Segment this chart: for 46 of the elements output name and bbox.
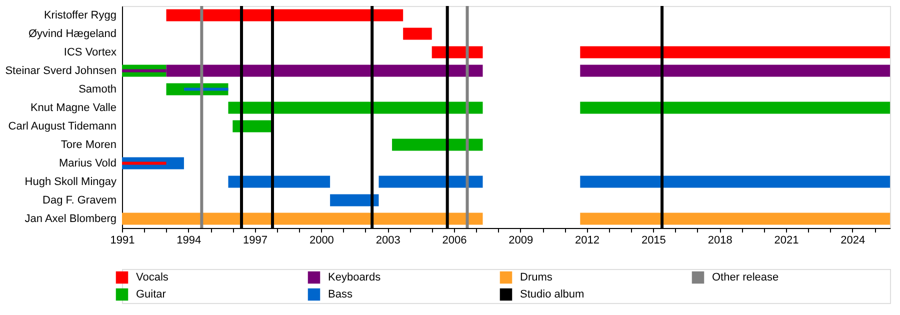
x-tick-label: 2021 [774, 234, 799, 246]
y-tick-label: Kristoffer Rygg [44, 9, 116, 22]
y-tick-label: Øyvind Hægeland [28, 28, 116, 40]
x-tick-label: 2012 [575, 234, 600, 246]
bar [166, 9, 404, 22]
bar [403, 28, 432, 40]
x-tick-label: 2009 [508, 234, 534, 246]
bar [228, 102, 483, 114]
bar [228, 176, 330, 188]
x-tick-label: 1991 [110, 234, 135, 246]
bar [378, 176, 483, 188]
x-tick-label: 2024 [840, 234, 866, 246]
x-tick-label: 2000 [309, 234, 334, 246]
y-tick-label: Tore Moren [60, 138, 116, 151]
bar [580, 64, 890, 77]
legend-label: Drums [520, 272, 553, 284]
x-tick-label: 2018 [708, 234, 732, 246]
legend-label: Guitar [136, 288, 166, 300]
y-tick-label: Knut Magne Valle [30, 102, 116, 114]
bar [580, 46, 890, 58]
bar [580, 176, 890, 188]
legend-label: Other release [712, 272, 779, 284]
x-tick-label: 1997 [243, 234, 268, 246]
x-tick-label: 1994 [176, 234, 202, 246]
x-tick-label: 2003 [376, 234, 400, 246]
bar [392, 138, 483, 151]
y-tick-label: Carl August Tidemann [8, 120, 116, 132]
legend-label: Vocals [136, 272, 169, 284]
y-tick-label: Jan Axel Blomberg [24, 212, 116, 225]
x-tick-label: 2015 [641, 234, 666, 246]
legend-label: Studio album [520, 288, 584, 300]
y-tick-label: Steinar Sverd Johnsen [5, 64, 116, 77]
y-tick-label: Hugh Skoll Mingay [24, 176, 117, 188]
bar [580, 102, 890, 114]
y-tick-label: Dag F. Gravem [42, 194, 116, 206]
bar [330, 194, 379, 206]
y-tick-label: Marius Vold [59, 157, 116, 170]
legend-label: Keyboards [328, 272, 382, 284]
y-tick-label: Samoth [78, 83, 116, 96]
bar [580, 212, 890, 225]
x-tick-label: 2006 [442, 234, 467, 246]
bar [122, 162, 166, 165]
y-tick-label: ICS Vortex [64, 46, 117, 58]
bar [184, 88, 228, 91]
legend-label: Bass [328, 288, 353, 300]
bar [122, 212, 483, 225]
